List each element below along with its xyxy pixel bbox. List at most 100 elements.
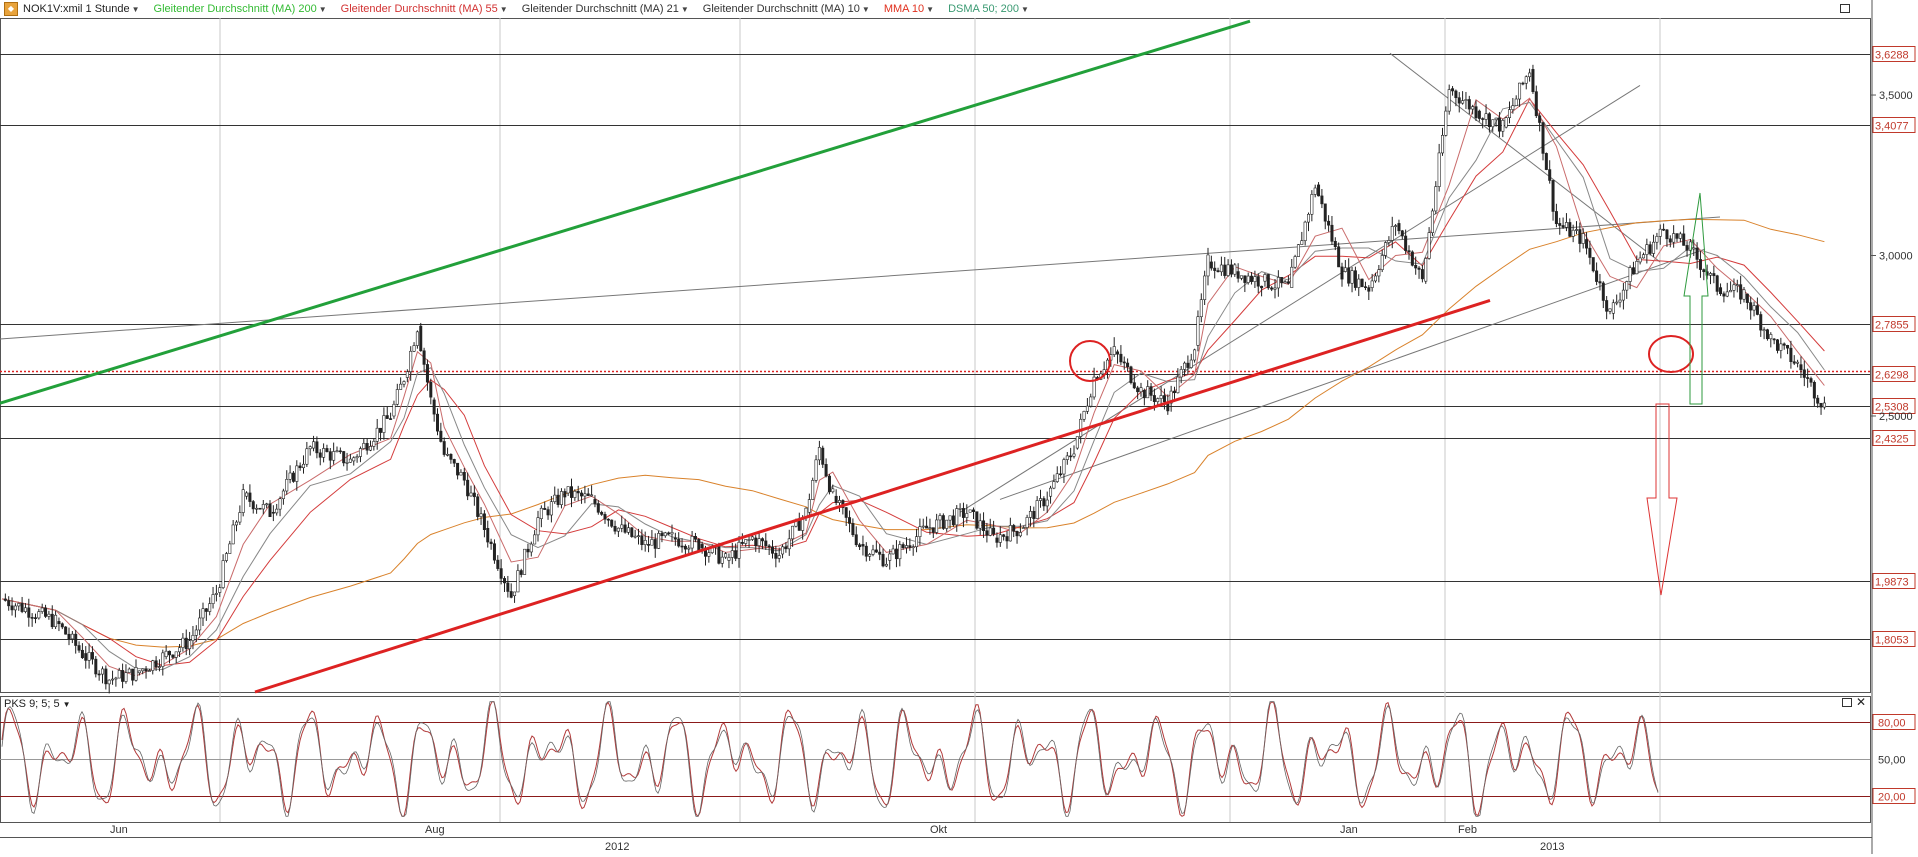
candle-body	[797, 519, 801, 531]
candle-body	[982, 520, 986, 532]
candle-body	[777, 555, 781, 559]
candle-body	[1387, 240, 1391, 243]
candle-body	[80, 649, 84, 659]
candle-body	[121, 670, 125, 682]
indicator-ma200[interactable]: Gleitender Durchschnitt (MA) 200 ▼	[154, 3, 327, 15]
maximize-oscillator-button[interactable]	[1842, 698, 1852, 707]
candle-body	[439, 430, 443, 442]
indicator-dsma[interactable]: DSMA 50; 200 ▼	[948, 3, 1029, 15]
candle-body	[27, 607, 31, 618]
candle-body	[1521, 82, 1525, 85]
candle-body	[1296, 244, 1300, 257]
indicator-ma10[interactable]: Gleitender Durchschnitt (MA) 10 ▼	[703, 3, 870, 15]
candle-body	[147, 670, 151, 672]
candle-body	[258, 507, 262, 510]
indicator-label: Gleitender Durchschnitt (MA) 21	[521, 3, 679, 15]
candle-body	[831, 488, 835, 493]
candle-body	[1022, 527, 1026, 529]
indicator-mma10[interactable]: MMA 10 ▼	[884, 3, 934, 15]
candle-body	[1501, 120, 1505, 132]
indicator-ma55[interactable]: Gleitender Durchschnitt (MA) 55 ▼	[341, 3, 508, 15]
candle-body	[479, 513, 483, 517]
price-level-tag	[1872, 316, 1916, 332]
candle-body	[476, 496, 480, 517]
candle-body	[392, 403, 396, 417]
candle-body	[948, 515, 952, 521]
candle-body	[1715, 275, 1719, 292]
candle-body	[1745, 293, 1749, 303]
candle-body	[1176, 376, 1180, 394]
close-oscillator-icon[interactable]: ✕	[1856, 695, 1867, 709]
candle-body	[1119, 353, 1123, 363]
symbol-selector[interactable]: ◆ NOK1V:xmil 1 Stunde ▼	[4, 2, 140, 16]
candle-body	[1427, 232, 1431, 259]
candle-body	[925, 525, 929, 529]
candle-body	[911, 546, 915, 549]
candle-body	[1534, 91, 1538, 117]
candle-body	[884, 563, 888, 567]
candle-body	[241, 489, 245, 513]
candle-body	[1327, 220, 1331, 226]
candle-body	[1451, 88, 1455, 92]
candle-body	[1196, 316, 1200, 346]
candle-body	[117, 670, 121, 679]
candle-body	[459, 471, 463, 476]
candle-body	[1430, 210, 1434, 233]
candle-body	[238, 512, 242, 523]
candle-body	[1367, 287, 1371, 292]
candle-body	[84, 653, 88, 661]
candle-body	[54, 614, 58, 628]
candle-body	[1310, 194, 1314, 215]
candle-body	[97, 673, 101, 676]
candle-body	[325, 448, 329, 452]
candle-body	[422, 350, 426, 365]
candle-body	[1437, 152, 1441, 187]
candle-body	[1497, 117, 1501, 132]
candle-body	[1702, 269, 1706, 273]
indicator-ma21[interactable]: Gleitender Durchschnitt (MA) 21 ▼	[522, 3, 689, 15]
candle-body	[1571, 229, 1575, 237]
candle-body	[1598, 281, 1602, 284]
candle-body	[1648, 244, 1652, 254]
candle-body	[255, 507, 259, 510]
candle-body	[1792, 361, 1796, 364]
candle-body	[1179, 369, 1183, 378]
candle-body	[1146, 386, 1150, 399]
candle-body	[1484, 113, 1488, 120]
candle-body	[111, 678, 115, 681]
candle-body	[338, 450, 342, 453]
candle-body	[402, 381, 406, 385]
candle-body	[757, 538, 761, 547]
candle-body	[1233, 264, 1237, 275]
candle-body	[1729, 290, 1733, 293]
candle-body	[670, 532, 674, 535]
candle-body	[965, 513, 969, 518]
candle-body	[1300, 240, 1304, 245]
candle-body	[432, 399, 436, 415]
candle-body	[586, 493, 590, 496]
candle-body	[908, 545, 912, 548]
candle-body	[37, 611, 41, 619]
candle-body	[898, 544, 902, 560]
candle-body	[1752, 305, 1756, 311]
year-label: 2012	[605, 841, 629, 853]
candle-body	[218, 587, 222, 593]
candle-body	[915, 536, 919, 548]
candle-body	[30, 617, 34, 619]
candle-body	[680, 545, 684, 548]
candle-body	[1142, 390, 1146, 399]
upside-target-arrow	[1683, 192, 1709, 405]
candle-body	[1588, 247, 1592, 258]
candle-body	[955, 508, 959, 526]
oscillator-selector[interactable]: PKS 9; 5; 5 ▼	[4, 698, 71, 710]
candle-body	[657, 533, 661, 549]
candle-body	[1789, 347, 1793, 362]
candle-body	[1173, 390, 1177, 394]
candle-body	[486, 528, 490, 543]
candle-body	[1474, 106, 1478, 118]
candle-body	[529, 543, 533, 553]
candle-body	[1317, 184, 1321, 197]
maximize-main-pane-button[interactable]	[1840, 4, 1850, 13]
candle-body	[633, 535, 637, 538]
candle-body	[750, 536, 754, 540]
